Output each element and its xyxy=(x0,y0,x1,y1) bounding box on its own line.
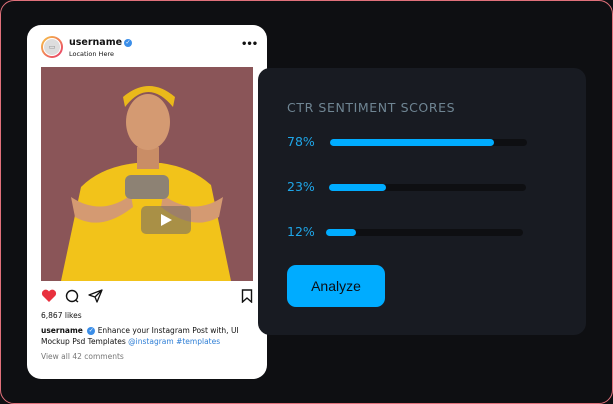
analyze-button[interactable]: Analyze xyxy=(287,265,385,307)
score-bar xyxy=(329,184,526,191)
avatar[interactable]: ▭ xyxy=(41,36,63,58)
score-label: 23% xyxy=(287,179,315,194)
caption-text: Enhance your Instagram Post with, UI Moc… xyxy=(41,326,239,346)
score-bar xyxy=(330,139,527,146)
ellipsis-icon[interactable]: ••• xyxy=(241,39,258,50)
likes-count: 6,867 likes xyxy=(41,311,82,320)
score-label: 78% xyxy=(287,134,315,149)
post-caption: username ✓ Enhance your Instagram Post w… xyxy=(41,325,256,347)
score-bar-fill xyxy=(329,184,387,191)
verified-badge-icon: ✓ xyxy=(87,327,96,335)
score-bar xyxy=(326,229,523,236)
verified-badge-icon: ✓ xyxy=(124,38,133,47)
play-icon[interactable] xyxy=(141,206,191,234)
heart-icon[interactable] xyxy=(41,289,57,303)
comment-icon[interactable] xyxy=(65,289,80,303)
score-bar-fill xyxy=(326,229,356,236)
share-icon[interactable] xyxy=(88,289,103,303)
hashtags[interactable]: @instagram #templates xyxy=(128,337,221,346)
person-photo xyxy=(41,67,253,281)
view-comments-link[interactable]: View all 42 comments xyxy=(41,352,124,361)
caption-username[interactable]: username xyxy=(41,326,83,335)
post-video[interactable] xyxy=(41,67,253,281)
panel-title: CTR SENTIMENT SCORES xyxy=(287,100,456,115)
bookmark-icon[interactable] xyxy=(241,289,253,303)
score-bar-fill xyxy=(330,139,494,146)
image-placeholder-icon: ▭ xyxy=(43,38,61,56)
post-username[interactable]: username xyxy=(69,37,123,48)
instagram-post-card: ▭ username ✓ Location Here ••• 6,867 like… xyxy=(27,25,267,379)
post-location: Location Here xyxy=(69,50,114,58)
score-label: 12% xyxy=(287,224,315,239)
